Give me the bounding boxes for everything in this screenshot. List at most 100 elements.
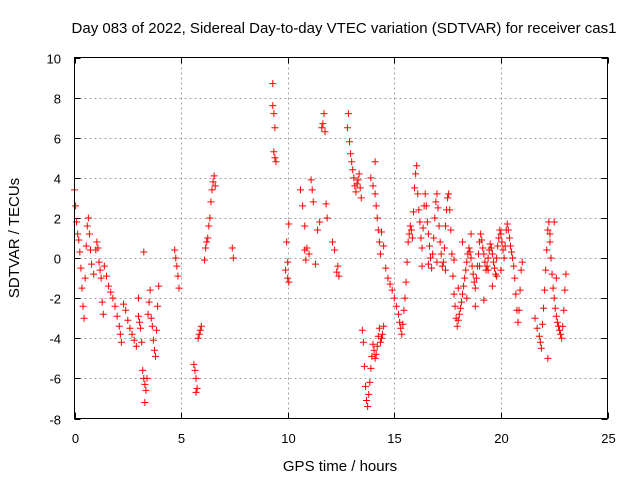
data-point bbox=[98, 298, 106, 306]
data-point bbox=[409, 208, 417, 216]
data-point bbox=[537, 344, 545, 352]
data-point bbox=[134, 294, 142, 302]
data-point bbox=[491, 264, 499, 272]
data-point bbox=[331, 246, 339, 254]
data-point bbox=[457, 298, 465, 306]
data-point bbox=[431, 214, 439, 222]
data-point bbox=[478, 236, 486, 244]
data-point bbox=[173, 262, 181, 270]
data-point bbox=[206, 214, 214, 222]
data-point bbox=[364, 402, 372, 410]
data-point bbox=[488, 250, 496, 258]
data-point bbox=[499, 246, 507, 254]
data-point bbox=[496, 226, 504, 234]
data-point bbox=[195, 330, 203, 338]
y-tick-label: -8 bbox=[49, 413, 61, 428]
data-point bbox=[441, 266, 449, 274]
data-point bbox=[451, 302, 459, 310]
data-point bbox=[145, 298, 153, 306]
data-point bbox=[399, 320, 407, 328]
data-point bbox=[196, 326, 204, 334]
data-point bbox=[75, 236, 83, 244]
data-point bbox=[435, 222, 443, 230]
data-point bbox=[500, 254, 508, 262]
data-point bbox=[314, 226, 322, 234]
data-point bbox=[531, 314, 539, 322]
data-point bbox=[81, 274, 89, 282]
data-point bbox=[74, 230, 82, 238]
data-point bbox=[333, 268, 341, 276]
y-tick-label: 8 bbox=[54, 92, 61, 107]
data-point bbox=[362, 382, 370, 390]
data-point bbox=[318, 124, 326, 132]
data-point bbox=[138, 338, 146, 346]
data-point bbox=[271, 154, 279, 162]
x-tick-label: 15 bbox=[387, 431, 401, 446]
data-point bbox=[210, 172, 218, 180]
data-point bbox=[489, 258, 497, 266]
data-point bbox=[417, 234, 425, 242]
data-point bbox=[83, 222, 91, 230]
data-point bbox=[493, 272, 501, 280]
data-point bbox=[459, 238, 467, 246]
data-point bbox=[356, 184, 364, 192]
data-point bbox=[378, 228, 386, 236]
data-point bbox=[321, 128, 329, 136]
data-point bbox=[285, 220, 293, 228]
data-point bbox=[323, 214, 331, 222]
data-point bbox=[302, 256, 310, 264]
data-point bbox=[146, 286, 154, 294]
x-tick-label: 25 bbox=[601, 431, 615, 446]
data-point bbox=[370, 346, 378, 354]
data-point bbox=[463, 258, 471, 266]
y-tick-label: -6 bbox=[49, 372, 61, 387]
data-point bbox=[132, 342, 140, 350]
data-point bbox=[552, 312, 560, 320]
data-point bbox=[77, 264, 85, 272]
data-point bbox=[432, 198, 440, 206]
y-tick-label: 10 bbox=[47, 52, 61, 67]
data-point bbox=[79, 302, 87, 310]
data-point bbox=[346, 138, 354, 146]
data-point bbox=[359, 338, 367, 346]
data-point bbox=[128, 330, 136, 338]
data-point bbox=[437, 250, 445, 258]
data-point bbox=[124, 316, 132, 324]
data-point bbox=[85, 230, 93, 238]
data-point bbox=[136, 318, 144, 326]
data-point bbox=[548, 270, 556, 278]
data-point bbox=[228, 244, 236, 252]
data-point bbox=[373, 342, 381, 350]
data-point bbox=[516, 286, 524, 294]
data-point bbox=[498, 238, 506, 246]
data-point bbox=[535, 332, 543, 340]
data-point bbox=[284, 274, 292, 282]
data-point bbox=[446, 206, 454, 214]
data-point bbox=[134, 312, 142, 320]
data-point bbox=[411, 184, 419, 192]
data-point bbox=[171, 246, 179, 254]
data-point bbox=[350, 174, 358, 182]
data-point bbox=[469, 270, 477, 278]
data-point bbox=[445, 190, 453, 198]
data-point bbox=[413, 162, 421, 170]
data-point bbox=[285, 278, 293, 286]
data-point bbox=[113, 312, 121, 320]
data-point bbox=[439, 258, 447, 266]
data-point bbox=[427, 254, 435, 262]
data-point bbox=[547, 254, 555, 262]
data-point bbox=[376, 250, 384, 258]
data-point bbox=[404, 238, 412, 246]
data-point bbox=[379, 330, 387, 338]
data-point bbox=[347, 150, 355, 158]
data-point bbox=[406, 222, 414, 230]
chart-title: Day 083 of 2022, Sidereal Day-to-day VTE… bbox=[72, 20, 617, 37]
data-point bbox=[172, 254, 180, 262]
data-point bbox=[137, 324, 145, 332]
data-point bbox=[375, 238, 383, 246]
data-point bbox=[484, 254, 492, 262]
data-point bbox=[194, 334, 202, 342]
data-point bbox=[560, 306, 568, 314]
data-point bbox=[335, 272, 343, 280]
data-point bbox=[365, 390, 373, 398]
